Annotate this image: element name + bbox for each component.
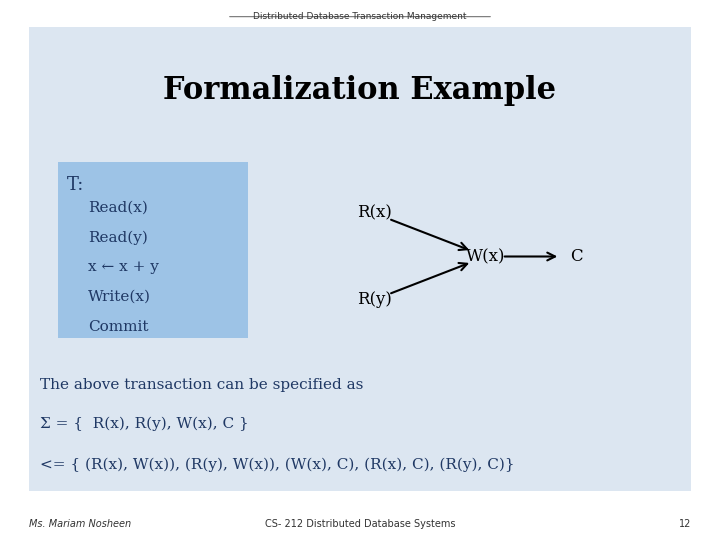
FancyBboxPatch shape xyxy=(29,27,691,491)
Text: W(x): W(x) xyxy=(467,248,505,265)
Text: 12: 12 xyxy=(679,519,691,529)
Text: Commit: Commit xyxy=(88,320,148,334)
Text: R(y): R(y) xyxy=(357,291,392,308)
Text: x ← x + y: x ← x + y xyxy=(88,260,158,274)
Text: C: C xyxy=(570,248,582,265)
Text: Read(y): Read(y) xyxy=(88,231,148,245)
Text: The above transaction can be specified as: The above transaction can be specified a… xyxy=(40,378,363,392)
Text: Formalization Example: Formalization Example xyxy=(163,75,557,106)
Text: Ms. Mariam Nosheen: Ms. Mariam Nosheen xyxy=(29,519,131,529)
Text: <= { (R(x), W(x)), (R(y), W(x)), (W(x), C), (R(x), C), (R(y), C)}: <= { (R(x), W(x)), (R(y), W(x)), (W(x), … xyxy=(40,458,514,472)
Text: T:: T: xyxy=(67,176,84,193)
Text: CS- 212 Distributed Database Systems: CS- 212 Distributed Database Systems xyxy=(265,519,455,529)
Text: Write(x): Write(x) xyxy=(88,290,151,304)
Text: Σ = {  R(x), R(y), W(x), C }: Σ = { R(x), R(y), W(x), C } xyxy=(40,417,248,431)
FancyBboxPatch shape xyxy=(36,38,684,146)
Text: R(x): R(x) xyxy=(357,205,392,222)
FancyBboxPatch shape xyxy=(58,162,248,338)
Text: Read(x): Read(x) xyxy=(88,201,148,215)
Text: Distributed Database Transaction Management: Distributed Database Transaction Managem… xyxy=(253,12,467,22)
